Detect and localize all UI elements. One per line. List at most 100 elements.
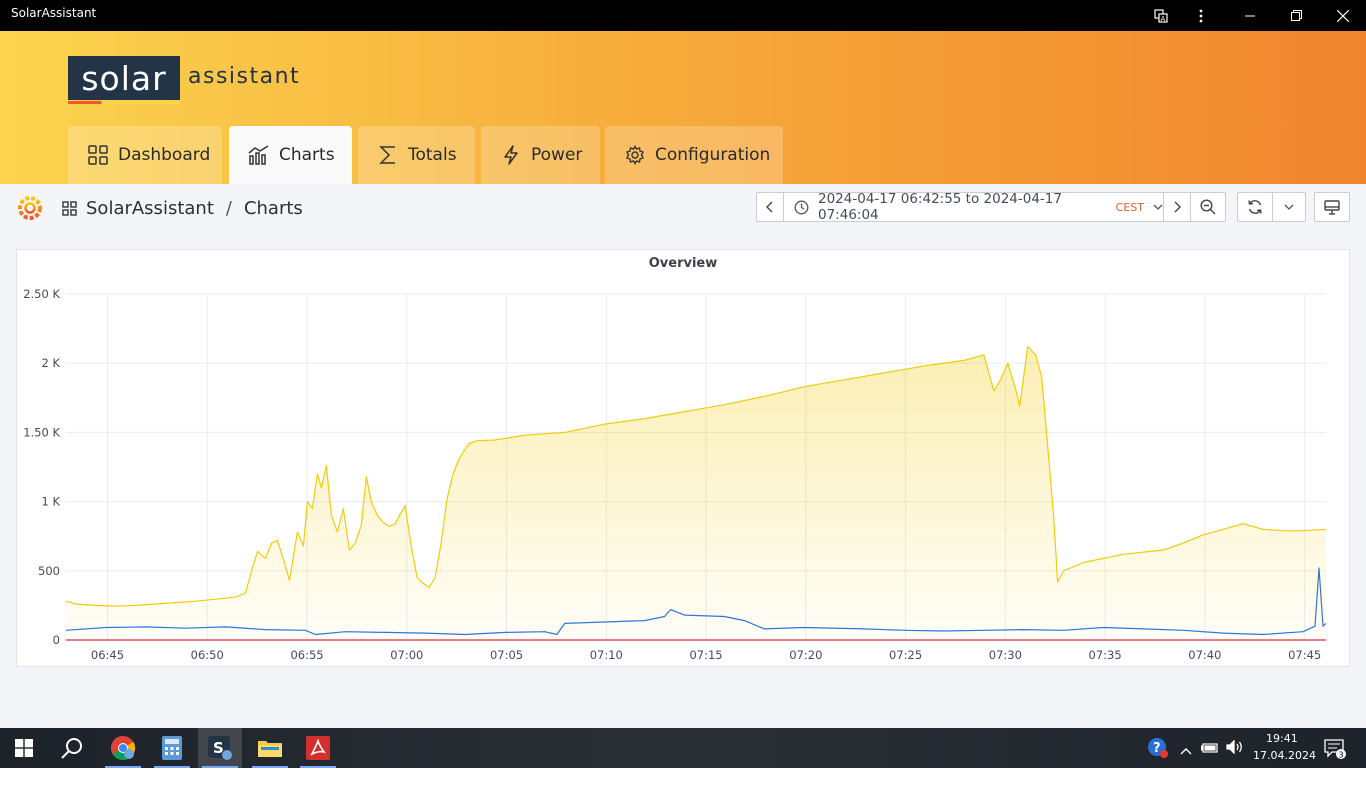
chrome-icon [110, 736, 136, 761]
x-tick-label: 07:05 [490, 648, 523, 662]
y-tick-label: 500 [38, 564, 60, 578]
x-tick-label: 07:35 [1089, 648, 1122, 662]
time-range-picker[interactable]: 2024-04-17 06:42:55 to 2024-04-17 07:46:… [783, 191, 1164, 223]
notifications-icon[interactable]: 3 [1324, 739, 1348, 764]
timezone-label: CEST [1115, 200, 1144, 214]
x-tick-label: 07:40 [1188, 648, 1221, 662]
restore-button[interactable] [1273, 0, 1319, 31]
overview-panel: Overview 0 500 1 K 1.50 K 2 K 2.50 K 06:45 06:5… [16, 249, 1350, 667]
acrobat-taskbar-item[interactable] [296, 728, 340, 768]
grid-icon [87, 144, 109, 166]
svg-text:A: A [1161, 15, 1166, 23]
pdf-icon [306, 736, 330, 760]
clock-icon [794, 200, 809, 215]
tab-label: Configuration [655, 145, 771, 165]
tab-charts[interactable]: Charts [229, 126, 352, 184]
dashboard-area: Overview 0 500 1 K 1.50 K 2 K 2.50 K 06:45 06:5… [0, 232, 1366, 728]
panel-title[interactable]: Overview [648, 256, 718, 271]
monitor-icon [1324, 199, 1340, 215]
breadcrumb-separator: / [225, 198, 232, 219]
help-tray-icon[interactable]: ? [1147, 737, 1169, 764]
tab-configuration[interactable]: Configuration [605, 126, 783, 184]
overview-chart[interactable]: 0 500 1 K 1.50 K 2 K 2.50 K 06:45 06:50 06:55 07:… [17, 250, 1349, 666]
chart-icon [248, 144, 270, 166]
y-tick-label: 1.50 K [23, 425, 60, 439]
clock-date[interactable]: 17.04.2024 [1253, 749, 1316, 762]
dashboards-grid-icon [62, 201, 77, 216]
grafana-logo-icon[interactable] [17, 195, 43, 226]
series-1-line [65, 567, 1327, 636]
y-tick-label: 0 [53, 633, 60, 647]
dashboard-toolbar: SolarAssistant / Charts 2024-04-17 06:42… [0, 184, 1366, 232]
view-mode-button[interactable] [1314, 192, 1350, 222]
tab-power[interactable]: Power [481, 126, 600, 184]
y-tick-label: 1 K [41, 495, 60, 509]
logo-text: assistant [188, 64, 301, 89]
gear-icon [624, 144, 646, 166]
y-tick-label: 2 K [41, 356, 60, 370]
chevron-down-icon [1284, 204, 1294, 210]
search-icon [61, 738, 82, 759]
tab-label: Charts [279, 145, 335, 165]
translate-icon[interactable]: A [1138, 0, 1184, 31]
windows-taskbar: S ? 19:41 17.04.2024 3 [0, 728, 1366, 768]
series-0-line [65, 345, 1327, 607]
folder-icon [258, 741, 282, 757]
app-header: solar assistant Dashboard Charts Totals … [0, 31, 1366, 184]
clock-time[interactable]: 19:41 [1266, 732, 1298, 745]
window-title-bar: SolarAssistant A [0, 0, 1366, 31]
tab-label: Dashboard [118, 145, 211, 165]
svg-text:S: S [213, 739, 224, 757]
file-explorer-taskbar-item[interactable] [248, 728, 292, 768]
tab-label: Totals [408, 145, 457, 165]
breadcrumb-root[interactable]: SolarAssistant [86, 198, 214, 219]
bolt-icon [500, 144, 522, 166]
series-0-area [66, 346, 1326, 640]
breadcrumb-current: Charts [243, 198, 303, 219]
close-button[interactable] [1320, 0, 1366, 31]
solarassistant-app-icon: S [208, 736, 232, 760]
refresh-button[interactable] [1237, 192, 1273, 222]
chrome-taskbar-item[interactable] [101, 728, 145, 768]
x-tick-label: 06:50 [191, 648, 224, 662]
tab-totals[interactable]: Totals [358, 126, 475, 184]
more-options-icon[interactable] [1178, 0, 1224, 31]
screen-bottom-margin [0, 768, 1366, 801]
zoom-out-button[interactable] [1190, 192, 1226, 222]
chevron-up-icon[interactable] [1180, 742, 1192, 760]
time-range-text: 2024-04-17 06:42:55 to 2024-04-17 07:46:… [818, 191, 1062, 223]
logo-box[interactable]: solar [68, 56, 180, 104]
tab-dashboard[interactable]: Dashboard [68, 126, 222, 184]
x-tick-label: 07:10 [590, 648, 623, 662]
x-tick-label: 07:00 [390, 648, 423, 662]
x-tick-label: 06:45 [91, 648, 124, 662]
time-back-button[interactable] [756, 192, 784, 222]
start-button[interactable] [2, 728, 46, 768]
svg-text:?: ? [1153, 741, 1161, 756]
volume-icon[interactable] [1226, 739, 1244, 759]
refresh-icon [1248, 200, 1262, 214]
window-title: SolarAssistant [11, 6, 97, 20]
chevron-left-icon [766, 201, 773, 213]
chevron-right-icon [1174, 201, 1181, 213]
calculator-icon [162, 736, 182, 760]
x-tick-label: 07:20 [789, 648, 822, 662]
time-forward-button[interactable] [1163, 192, 1191, 222]
refresh-interval-dropdown[interactable] [1272, 192, 1306, 222]
x-tick-label: 07:25 [889, 648, 922, 662]
x-tick-label: 07:30 [989, 648, 1022, 662]
x-tick-label: 07:15 [689, 648, 722, 662]
search-button[interactable] [50, 728, 94, 768]
y-tick-label: 2.50 K [23, 287, 60, 301]
minimize-button[interactable] [1227, 0, 1273, 31]
breadcrumb: SolarAssistant / Charts [62, 198, 303, 219]
windows-logo-icon [15, 739, 33, 757]
x-tick-label: 07:45 [1288, 648, 1321, 662]
x-tick-label: 06:55 [290, 648, 323, 662]
zoom-out-icon [1200, 199, 1216, 215]
sigma-icon [377, 144, 399, 166]
svg-text:3: 3 [1339, 751, 1344, 760]
solarassistant-taskbar-item[interactable]: S [198, 728, 242, 768]
battery-icon[interactable] [1200, 741, 1219, 759]
calculator-taskbar-item[interactable] [150, 728, 194, 768]
